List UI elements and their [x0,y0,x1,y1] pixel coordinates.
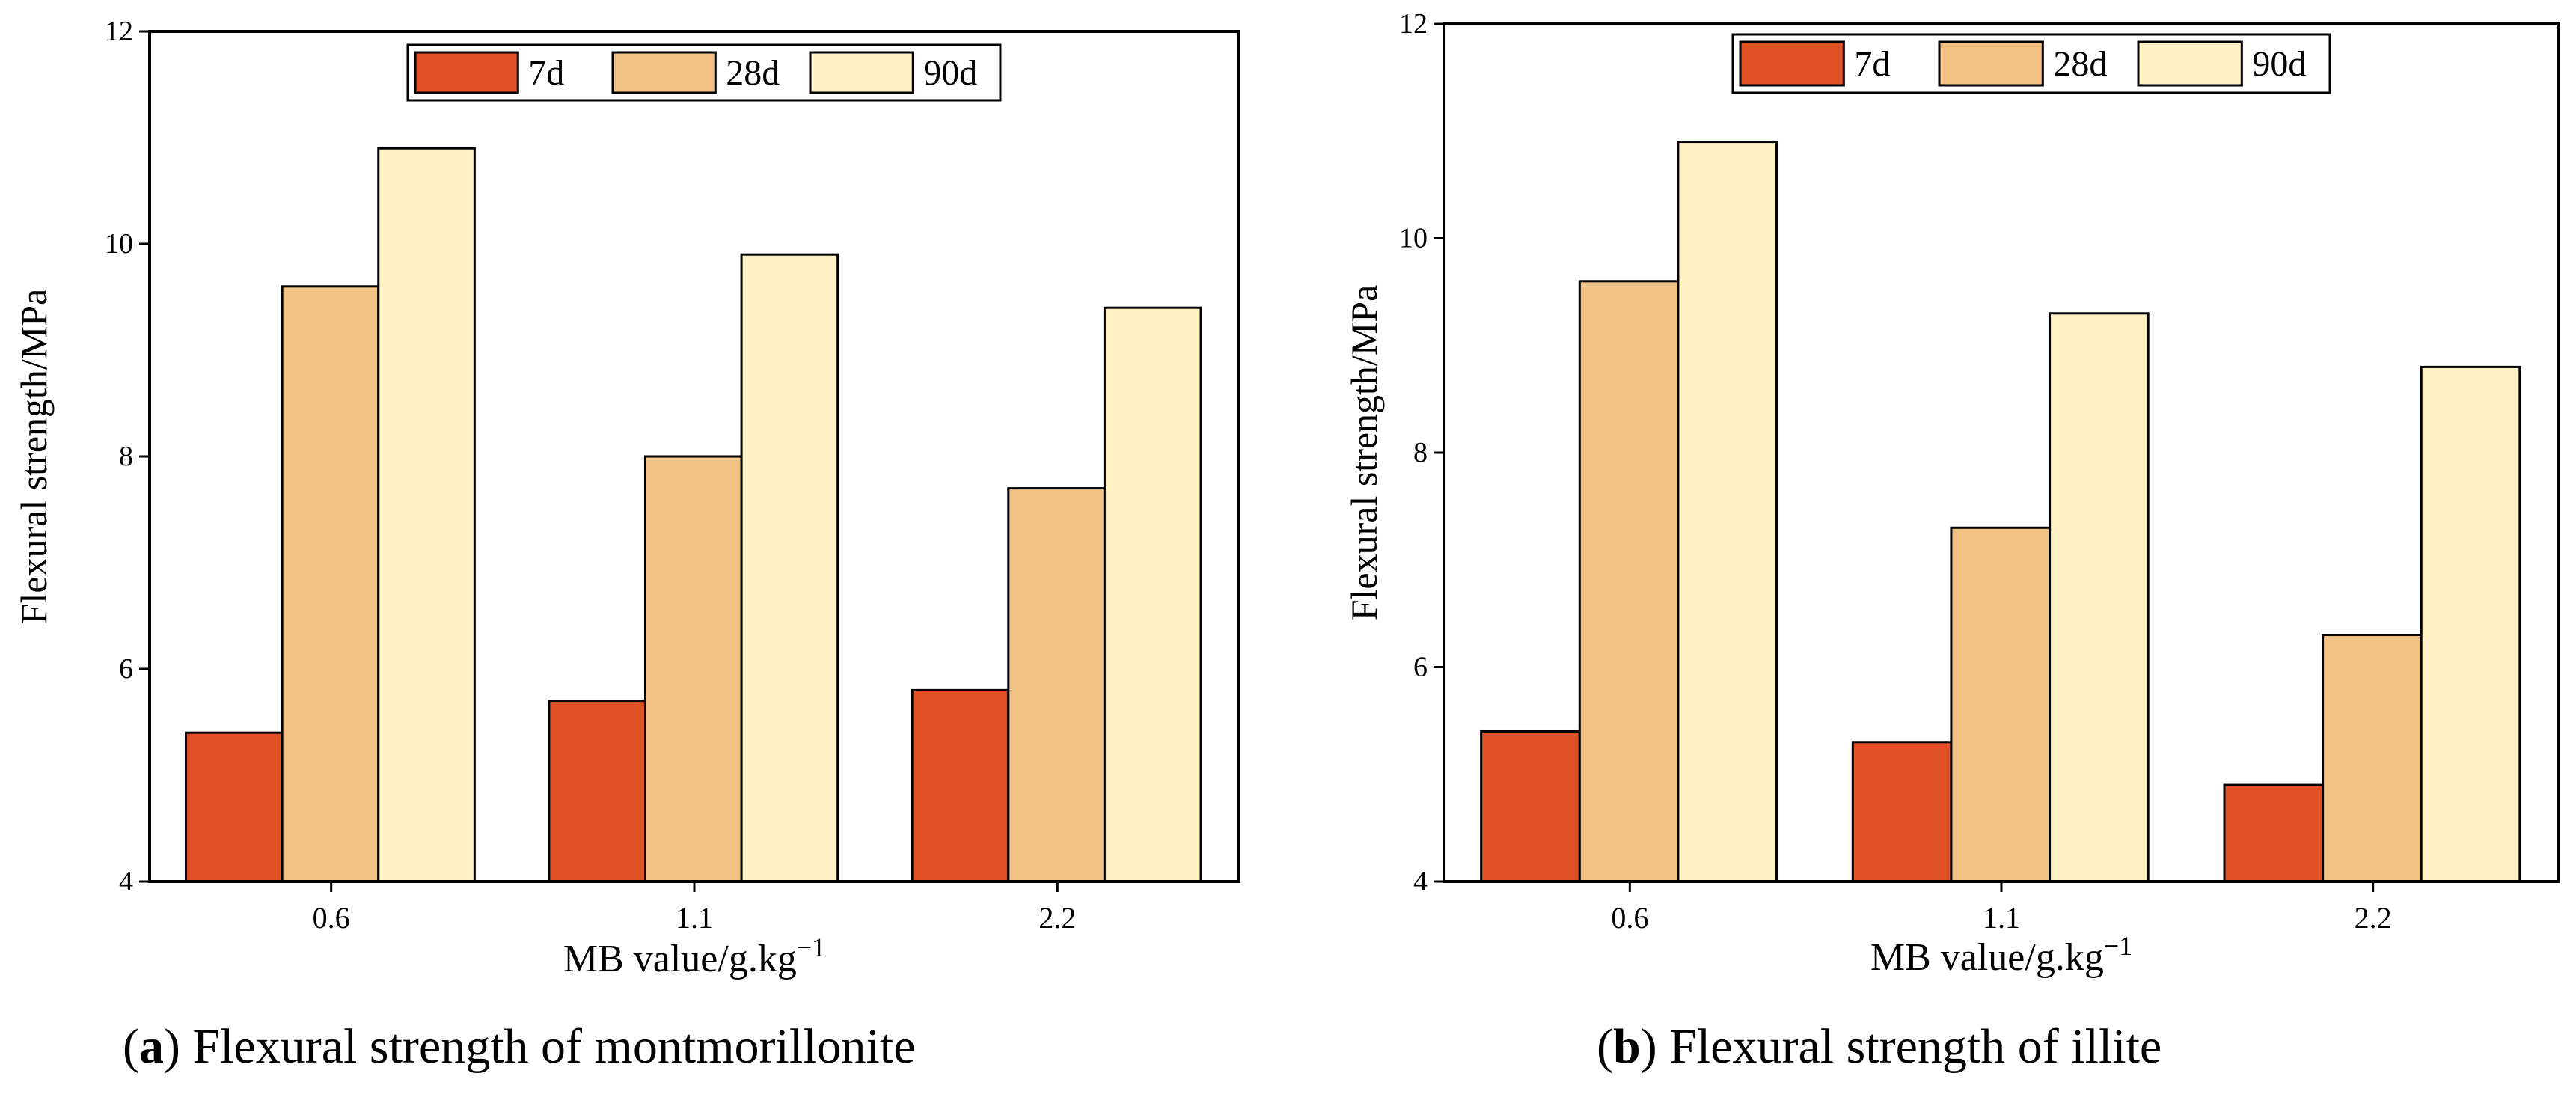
caption-text: Flexural strength of illite [1657,1019,2162,1074]
caption-paren-open: ( [123,1019,139,1074]
bar-28d-1.1 [1950,526,2052,883]
y-axis-label: Flexural strength/MPa [1343,285,1385,621]
legend-swatch-7d [414,51,519,94]
legend-swatch-90d [809,51,914,94]
y-tick-label: 12 [1399,8,1428,40]
y-tick-label: 4 [119,866,133,897]
legend: 7d 28d 90d [406,43,1002,102]
x-tick-label: 0.6 [1611,901,1648,935]
bar-90d-0.6 [1677,141,1778,883]
y-tick-label: 6 [1413,652,1428,683]
bar-7d-0.6 [185,731,284,883]
y-tick-label: 10 [1399,223,1428,254]
bar-90d-2.2 [2420,365,2521,883]
y-tick-label: 12 [105,16,133,47]
chart-panel-b: 4 6 8 10 12 0.6 1.1 2.2 Flexural strength/MPa MB … [1343,8,2560,1074]
legend: 7d 28d 90d [1731,33,2331,94]
caption-text: Flexural strength of montmorillonite [180,1019,916,1074]
caption-paren-close: ) [164,1019,180,1074]
bar-28d-1.1 [643,455,743,883]
legend-label-28d: 28d [726,53,780,93]
x-tick-label: 1.1 [676,901,713,935]
x-axis-label-superscript: −1 [797,932,825,962]
x-tick-label: 2.2 [2355,901,2392,935]
bar-28d-2.2 [2322,634,2423,883]
bar-28d-0.6 [281,285,380,883]
bar-28d-2.2 [1007,487,1106,883]
bar-90d-1.1 [740,253,839,883]
bar-90d-2.2 [1103,306,1202,883]
legend-label-90d: 90d [923,53,977,93]
bar-90d-1.1 [2049,312,2150,883]
bar-90d-0.6 [377,147,476,883]
y-tick-label: 4 [1413,866,1428,897]
caption-letter: b [1613,1019,1641,1074]
legend-swatch-28d [611,51,717,94]
y-tick-label: 6 [119,653,133,685]
bar-7d-2.2 [911,688,1010,883]
legend-label-90d: 90d [2252,44,2306,84]
x-axis-label-text: MB value/g.kg [1870,936,2104,979]
y-axis-label: Flexural strength/MPa [13,289,55,625]
y-tick-label: 8 [119,441,133,472]
legend-swatch-28d [1938,40,2044,87]
x-axis-label: MB value/g.kg−1 [1870,931,2132,979]
legend-swatch-7d [1739,40,1845,87]
bar-7d-1.1 [548,700,646,883]
figure-caption: (a) Flexural strength of montmorillonite [123,1019,916,1074]
legend-label-7d: 7d [528,53,564,93]
caption-letter: a [139,1019,164,1074]
x-tick-label: 0.6 [313,901,350,935]
caption-paren-open: ( [1597,1019,1613,1074]
x-axis-label-superscript: −1 [2104,931,2132,961]
x-axis-label: MB value/g.kg−1 [563,932,825,980]
x-tick-label: 1.1 [1983,901,2020,935]
legend-label-7d: 7d [1854,44,1890,84]
bar-7d-1.1 [1851,741,1953,883]
y-tick-label: 8 [1413,437,1428,468]
legend-swatch-90d [2137,40,2243,87]
bar-28d-0.6 [1578,280,1680,883]
bar-7d-0.6 [1480,730,1581,883]
legend-label-28d: 28d [2053,44,2107,84]
x-axis-label-text: MB value/g.kg [563,938,797,980]
x-tick-label: 2.2 [1038,901,1076,935]
y-tick-label: 10 [105,228,133,260]
bar-7d-2.2 [2223,783,2325,883]
caption-paren-close: ) [1641,1019,1657,1074]
figure-caption: (b) Flexural strength of illite [1597,1019,2162,1074]
chart-panel-a: 4 6 8 10 12 0.6 1.1 2.2 Flexural strength/MPa MB … [13,16,1240,1074]
